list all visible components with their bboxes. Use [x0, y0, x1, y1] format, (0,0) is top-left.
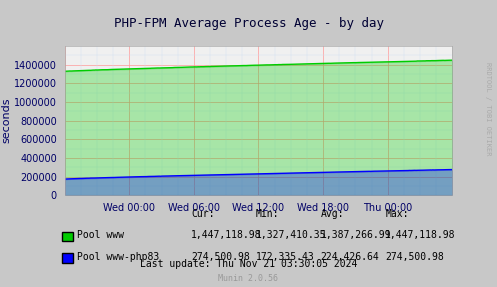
Text: PHP-FPM Average Process Age - by day: PHP-FPM Average Process Age - by day	[113, 17, 384, 30]
Text: Munin 2.0.56: Munin 2.0.56	[219, 274, 278, 283]
Text: Last update: Thu Nov 21 03:30:05 2024: Last update: Thu Nov 21 03:30:05 2024	[140, 259, 357, 269]
Text: 172,335.43: 172,335.43	[256, 252, 315, 262]
Text: Pool www: Pool www	[77, 230, 124, 240]
Text: Max:: Max:	[385, 209, 409, 219]
Y-axis label: seconds: seconds	[1, 98, 11, 143]
Text: 1,447,118.98: 1,447,118.98	[385, 230, 456, 240]
Text: 274,500.98: 274,500.98	[191, 252, 250, 262]
Text: 1,447,118.98: 1,447,118.98	[191, 230, 262, 240]
Text: 1,387,266.99: 1,387,266.99	[321, 230, 391, 240]
Text: 274,500.98: 274,500.98	[385, 252, 444, 262]
Text: RRDTOOL / TOBI OETIKER: RRDTOOL / TOBI OETIKER	[485, 62, 491, 156]
Text: Min:: Min:	[256, 209, 279, 219]
Text: 1,327,410.35: 1,327,410.35	[256, 230, 327, 240]
Text: 224,426.64: 224,426.64	[321, 252, 379, 262]
Text: Avg:: Avg:	[321, 209, 344, 219]
Text: Pool www-php83: Pool www-php83	[77, 252, 159, 262]
Text: Cur:: Cur:	[191, 209, 215, 219]
